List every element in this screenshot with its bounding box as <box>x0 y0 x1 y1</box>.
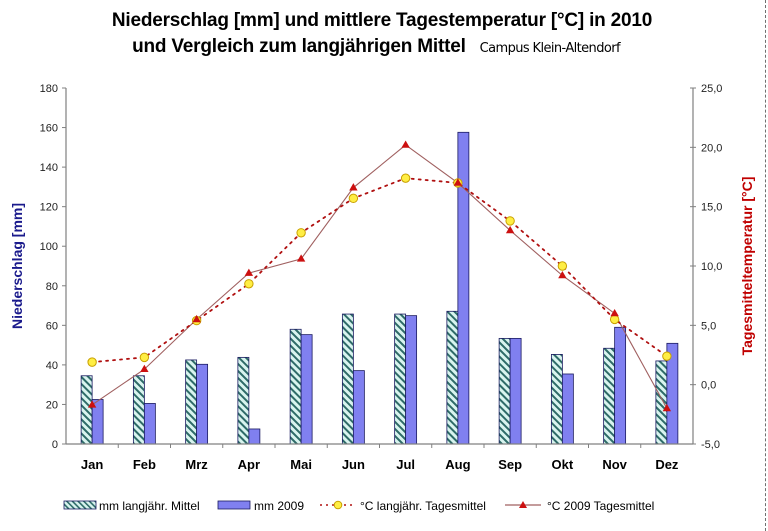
bar-mm-mittel-mrz <box>185 359 198 445</box>
frame-border <box>765 0 766 531</box>
x-tick-label-mrz: Mrz <box>185 457 208 472</box>
legend-label-temp-mittel: °C langjähr. Tagesmittel <box>360 499 486 513</box>
bar-mm-2009-mai <box>300 334 313 445</box>
bar-mm-2009-jul <box>405 315 418 445</box>
y-tick-label-right: 15,0 <box>701 202 722 214</box>
point-temp-2009-dez <box>662 403 672 412</box>
bar-mm-mittel-aug <box>446 310 459 445</box>
y-tick-label-right: -5,0 <box>701 439 720 451</box>
point-temp-mittel-mai <box>296 228 306 238</box>
chart-title-line2: und Vergleich zum langjährigen Mittel Cam… <box>0 36 760 58</box>
bar-mm-mittel-sep <box>498 337 511 445</box>
x-tick-label-jun: Jun <box>342 457 365 472</box>
point-temp-mittel-feb <box>139 352 150 363</box>
bar-mm-mittel-okt <box>550 354 563 445</box>
x-tick-label-nov: Nov <box>602 457 627 472</box>
bar-mm-mittel-nov <box>603 347 616 445</box>
point-temp-2009-jul <box>401 140 410 148</box>
x-tick-label-jul: Jul <box>396 457 415 472</box>
bar-mm-mittel-apr <box>237 356 250 445</box>
y-tick-label-left: 100 <box>40 241 58 253</box>
y-tick-label-left: 180 <box>40 83 58 95</box>
point-temp-mittel-jul <box>400 173 411 183</box>
x-tick-label-sep: Sep <box>498 457 522 472</box>
y-tick-label-left: 120 <box>40 202 58 214</box>
legend-label-mm-2009: mm 2009 <box>254 499 304 513</box>
point-temp-2009-apr <box>244 268 254 276</box>
point-temp-mittel-dez <box>662 351 672 361</box>
bar-mm-2009-sep <box>509 337 522 445</box>
y-tick-label-left: 20 <box>46 399 58 411</box>
point-temp-2009-mrz <box>192 314 201 323</box>
x-tick-label-aug: Aug <box>445 457 470 472</box>
point-temp-mittel-sep <box>505 216 515 226</box>
axes-layer <box>62 87 696 448</box>
bar-mm-mittel-jul <box>394 313 407 445</box>
y-tick-label-left: 40 <box>46 360 58 372</box>
bar-mm-2009-mrz <box>196 363 209 445</box>
point-temp-2009-okt <box>558 270 567 279</box>
legend-swatch-mm-2009 <box>217 500 251 510</box>
bar-mm-2009-nov <box>614 326 627 445</box>
line-temp-2009 <box>91 144 668 409</box>
x-tick-label-apr: Apr <box>238 457 260 472</box>
bar-mm-2009-feb <box>143 403 156 445</box>
bar-mm-mittel-mai <box>289 328 302 445</box>
bar-mm-mittel-jan <box>80 375 93 445</box>
chart-subtitle: Campus Klein-Altendorf <box>479 41 621 56</box>
line-temp-mittel <box>91 177 668 364</box>
y-tick-label-right: 25,0 <box>701 83 722 95</box>
y-axis-label-right: Tagesmitteltemperatur [°C] <box>739 177 755 356</box>
bar-mm-mittel-feb <box>132 375 145 445</box>
point-temp-2009-mai <box>296 254 306 262</box>
bar-mm-mittel-jun <box>341 313 354 445</box>
bar-mm-mittel-dez <box>655 360 668 445</box>
x-tick-label-dez: Dez <box>655 457 679 472</box>
legend-label-temp-2009: °C 2009 Tagesmittel <box>547 499 654 513</box>
legend: mm langjähr. Mittel mm 2009 °C langjähr.… <box>63 499 654 513</box>
point-temp-2009-aug <box>453 178 463 186</box>
point-temp-mittel-nov <box>609 314 620 325</box>
y-tick-label-left: 80 <box>46 281 58 293</box>
y-tick-label-right: 10,0 <box>701 261 722 273</box>
point-temp-2009-jan <box>87 400 97 408</box>
point-temp-mittel-okt <box>557 261 568 271</box>
point-temp-2009-jun <box>349 183 358 191</box>
y-tick-label-left: 60 <box>46 320 58 332</box>
y-tick-label-left: 160 <box>40 123 58 135</box>
x-tick-label-okt: Okt <box>552 457 574 472</box>
x-tick-label-jan: Jan <box>81 457 103 472</box>
y-tick-label-right: 0,0 <box>701 380 716 392</box>
y-tick-label-left: 0 <box>52 439 58 451</box>
y-tick-label-right: 20,0 <box>701 142 722 154</box>
legend-label-mm-mittel: mm langjähr. Mittel <box>99 499 200 513</box>
y-tick-label-left: 140 <box>40 162 58 174</box>
legend-swatch-circle <box>333 500 343 510</box>
point-temp-mittel-jan <box>87 357 97 367</box>
lines-layer <box>87 140 672 412</box>
chart-title: Niederschlag [mm] und mittlere Tagestemp… <box>111 10 653 31</box>
point-temp-mittel-apr <box>244 279 254 289</box>
chart-title-line2-text: und Vergleich zum langjährigen Mittel <box>132 36 466 57</box>
point-temp-2009-feb <box>140 364 149 373</box>
y-tick-label-right: 5,0 <box>701 320 716 332</box>
x-tick-label-feb: Feb <box>133 457 156 472</box>
x-tick-label-mai: Mai <box>290 457 312 472</box>
point-temp-2009-sep <box>505 225 515 234</box>
bar-mm-2009-apr <box>248 428 261 445</box>
y-axis-label-left: Niederschlag [mm] <box>9 203 25 329</box>
point-temp-2009-nov <box>610 308 619 317</box>
bar-mm-2009-jun <box>352 370 365 445</box>
labels-layer: 0 20 40 60 80 100 120 140 160 180 -5,0 0,0 5,0 10,0 15… <box>40 83 723 472</box>
bars-layer <box>80 131 679 445</box>
bar-mm-2009-okt <box>561 373 574 445</box>
legend-swatch-hatched <box>63 500 97 510</box>
legend-swatch-triangle <box>519 501 527 508</box>
point-temp-mittel-jun <box>348 193 359 204</box>
